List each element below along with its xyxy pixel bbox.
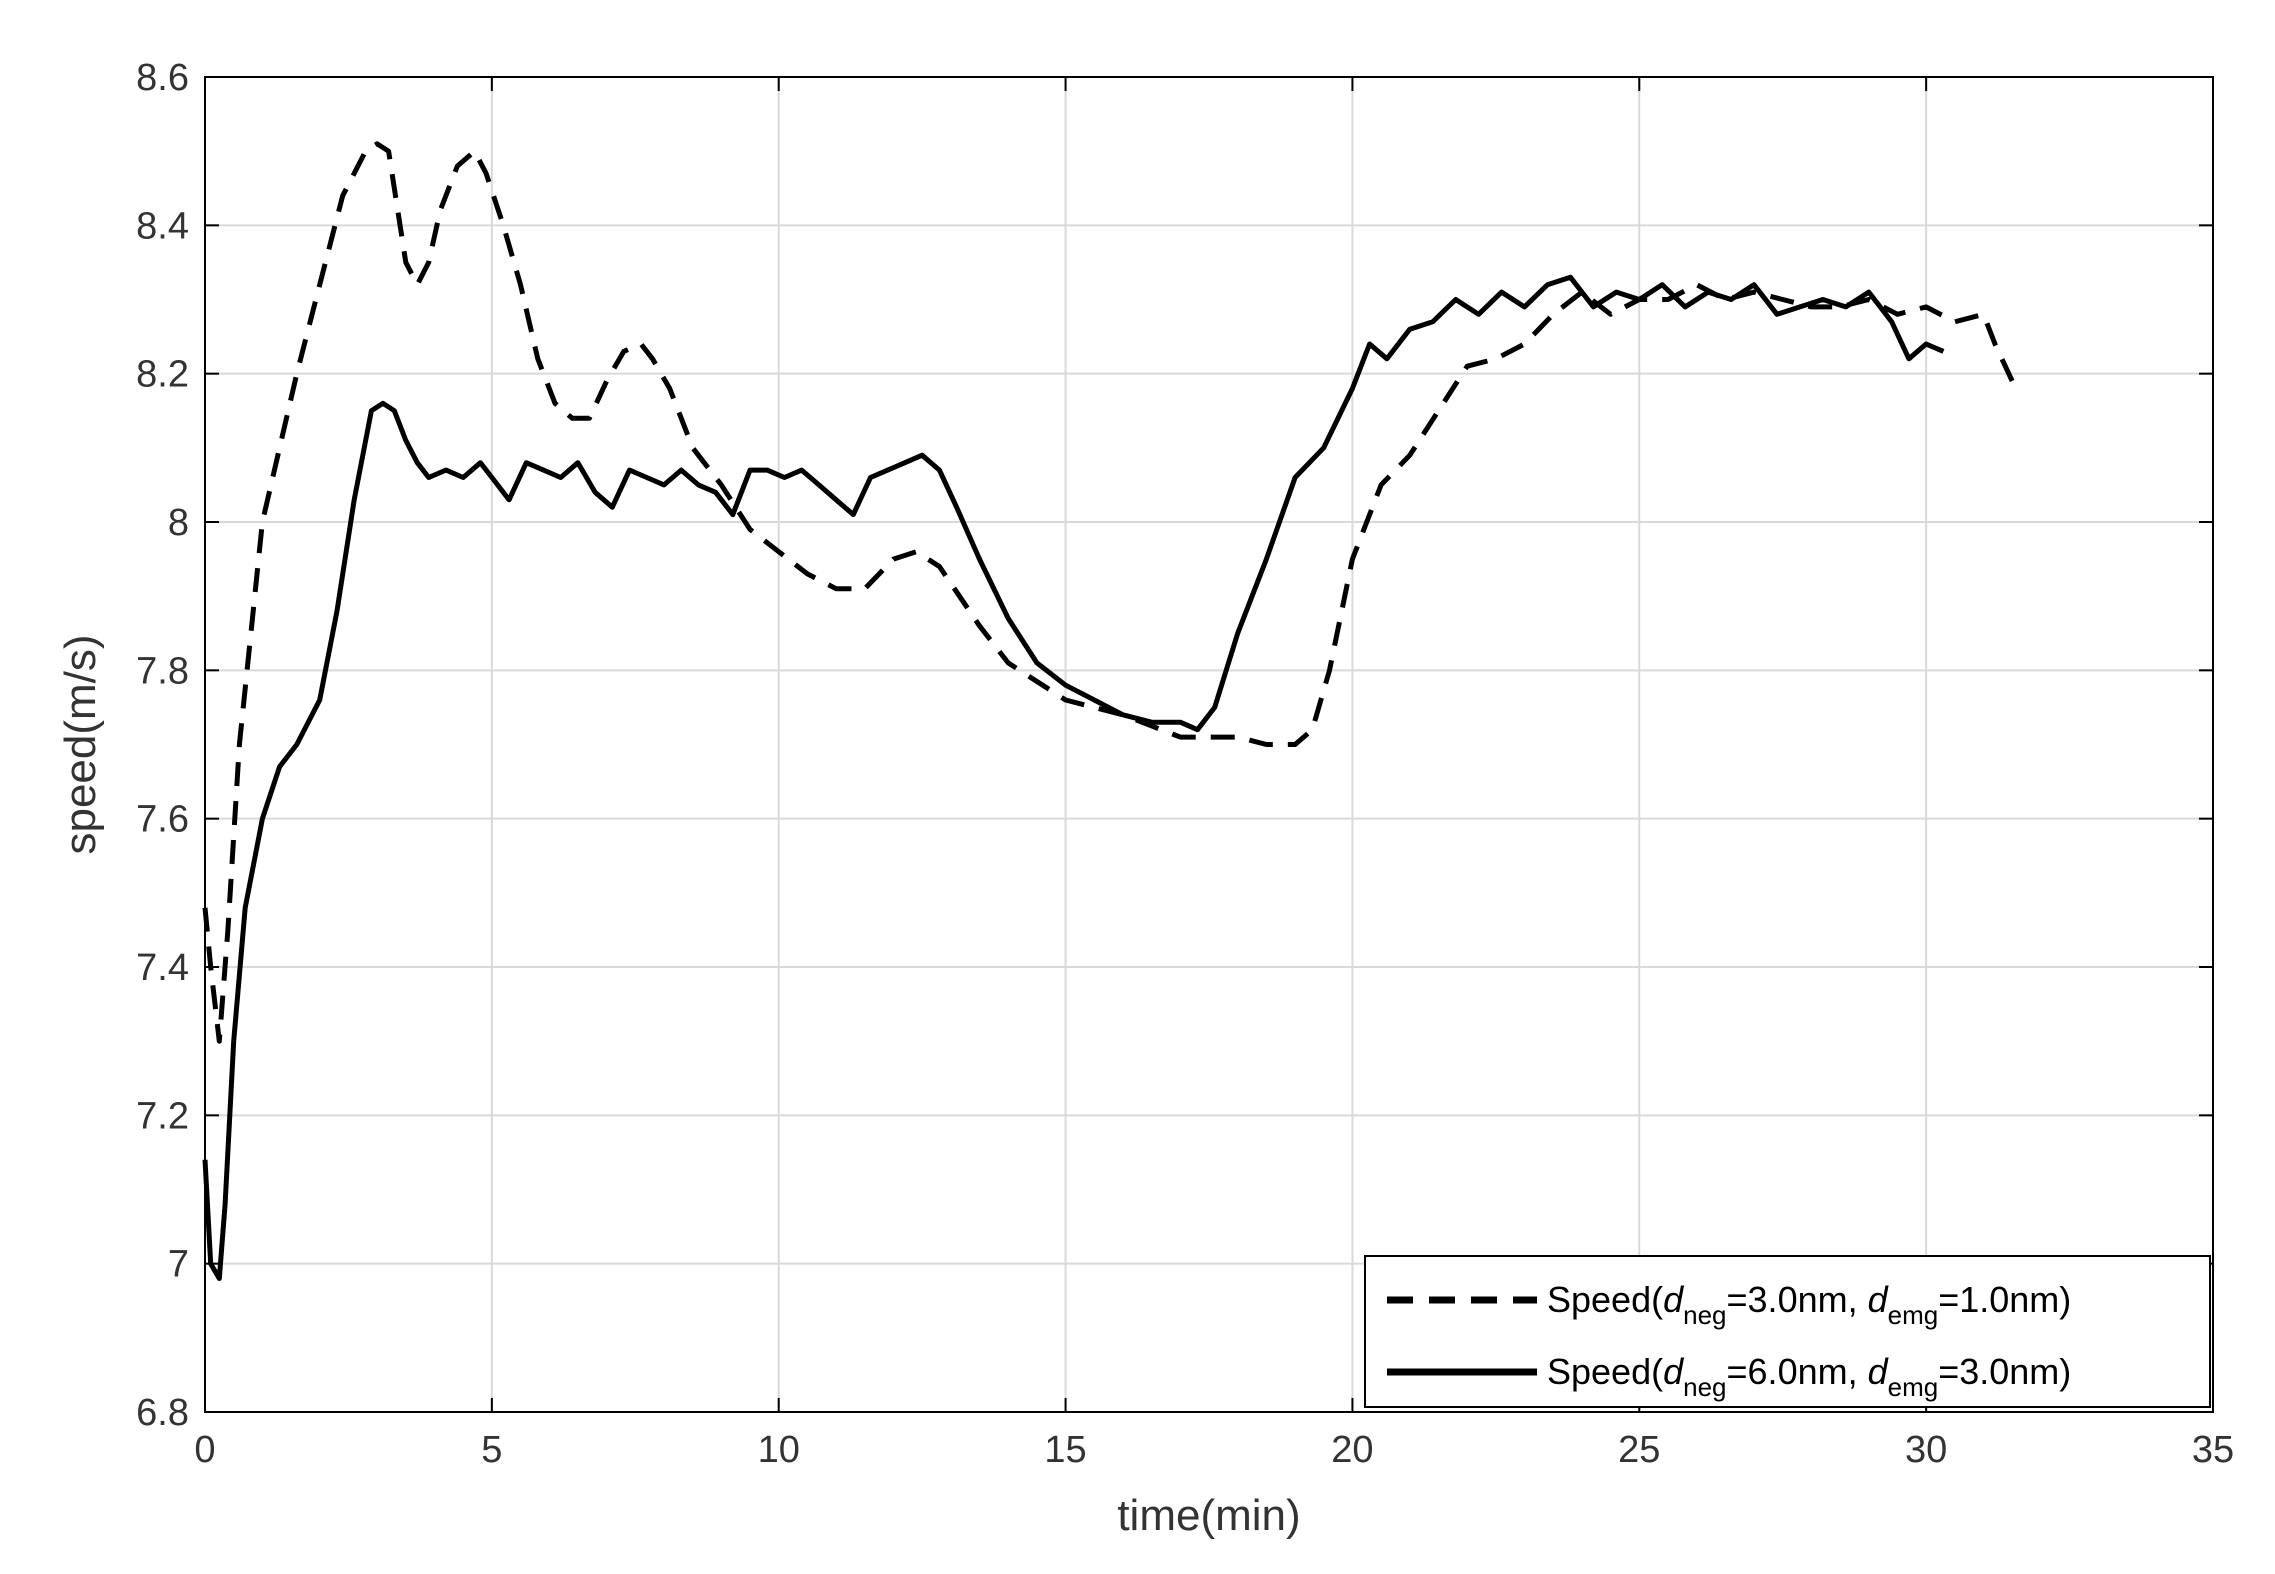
legend-symbol: d — [1868, 1279, 1889, 1320]
grid-lines — [205, 77, 2213, 1412]
y-tick-label: 7.8 — [136, 650, 189, 692]
legend-symbol: d — [1663, 1351, 1684, 1392]
y-tick-label: 8.6 — [136, 57, 189, 99]
x-tick-label: 30 — [1905, 1429, 1947, 1471]
x-tick-label: 20 — [1331, 1429, 1373, 1471]
legend-entry-dashed: Speed(dneg=3.0nm, demg=1.0nm) — [1547, 1279, 2071, 1330]
legend-suffix: =3.0nm) — [1938, 1351, 2071, 1392]
y-tick-label: 8.4 — [136, 205, 189, 247]
x-tick-label: 25 — [1618, 1429, 1660, 1471]
legend-prefix: Speed( — [1547, 1279, 1663, 1320]
y-tick-label: 6.8 — [136, 1392, 189, 1434]
legend-prefix: Speed( — [1547, 1351, 1663, 1392]
legend-symbol: d — [1868, 1351, 1889, 1392]
y-tick-label: 7 — [168, 1244, 189, 1286]
legend-box — [1364, 1255, 2211, 1408]
plot-frame — [204, 76, 2214, 1413]
y-axis-label: speed(m/s) — [56, 634, 105, 854]
legend-entry-solid: Speed(dneg=6.0nm, demg=3.0nm) — [1547, 1351, 2071, 1402]
x-axis-label: time(min) — [1117, 1491, 1300, 1540]
y-tick-label: 8.2 — [136, 354, 189, 396]
legend-middle: =3.0nm, — [1727, 1279, 1868, 1320]
legend-symbol: d — [1663, 1279, 1684, 1320]
legend-suffix: =1.0nm) — [1938, 1279, 2071, 1320]
series-lines — [202, 141, 2015, 1281]
x-tick-label: 35 — [2192, 1429, 2234, 1471]
legend-subscript: neg — [1683, 1372, 1726, 1402]
y-tick-label: 7.4 — [136, 947, 189, 989]
x-tick-label: 0 — [194, 1429, 215, 1471]
x-tick-label: 15 — [1044, 1429, 1086, 1471]
y-tick-label: 7.2 — [136, 1095, 189, 1137]
legend-subscript: emg — [1888, 1300, 1939, 1330]
y-tick-label: 7.6 — [136, 799, 189, 841]
axis-ticks — [204, 76, 2214, 1413]
legend: Speed(dneg=3.0nm, demg=1.0nm) Speed(dneg… — [1364, 1255, 2211, 1408]
legend-subscript: neg — [1683, 1300, 1726, 1330]
y-tick-label: 8 — [168, 502, 189, 544]
x-tick-label: 5 — [481, 1429, 502, 1471]
tick-labels: 0 5 10 15 20 25 30 35 6.8 7 7.2 7.4 7.6 7.8 8 8.2 8.4 8.6 — [136, 57, 2234, 1471]
series-line-solid — [202, 274, 1945, 1281]
legend-middle: =6.0nm, — [1727, 1351, 1868, 1392]
x-tick-label: 10 — [758, 1429, 800, 1471]
legend-subscript: emg — [1888, 1372, 1939, 1402]
